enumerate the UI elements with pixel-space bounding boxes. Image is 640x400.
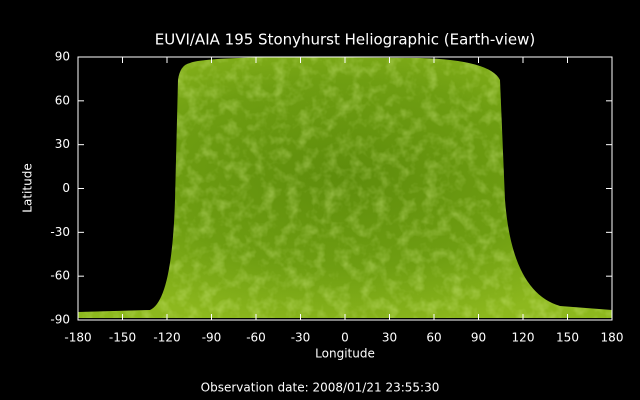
y-tick-label: 30 bbox=[55, 137, 70, 151]
x-tick-label: -150 bbox=[109, 331, 136, 345]
y-tick-label: 0 bbox=[62, 181, 70, 195]
footer: Observation date: 2008/01/21 23:55:30 bbox=[201, 381, 440, 395]
y-tick-label: -90 bbox=[50, 313, 70, 327]
x-tick-label: 60 bbox=[426, 331, 441, 345]
x-tick-label: -90 bbox=[202, 331, 222, 345]
x-axis-label: Longitude bbox=[315, 347, 375, 361]
y-tick-label: 90 bbox=[55, 50, 70, 64]
x-tick-label: -180 bbox=[64, 331, 91, 345]
chart-title: EUVI/AIA 195 Stonyhurst Heliographic (Ea… bbox=[155, 31, 536, 49]
x-tick-label: 180 bbox=[601, 331, 624, 345]
x-tick-label: -120 bbox=[153, 331, 180, 345]
x-tick-label: 120 bbox=[512, 331, 535, 345]
x-tick-label: -60 bbox=[246, 331, 266, 345]
y-tick-label: -30 bbox=[50, 225, 70, 239]
y-tick-label: 60 bbox=[55, 93, 70, 107]
x-tick-label: 90 bbox=[471, 331, 486, 345]
x-tick-label: 0 bbox=[341, 331, 349, 345]
y-axis-label: Latitude bbox=[21, 163, 35, 212]
solar-texture bbox=[78, 57, 612, 318]
x-tick-label: 30 bbox=[382, 331, 397, 345]
x-tick-label: 150 bbox=[556, 331, 579, 345]
y-tick-label: -60 bbox=[50, 269, 70, 283]
x-tick-label: -30 bbox=[291, 331, 311, 345]
